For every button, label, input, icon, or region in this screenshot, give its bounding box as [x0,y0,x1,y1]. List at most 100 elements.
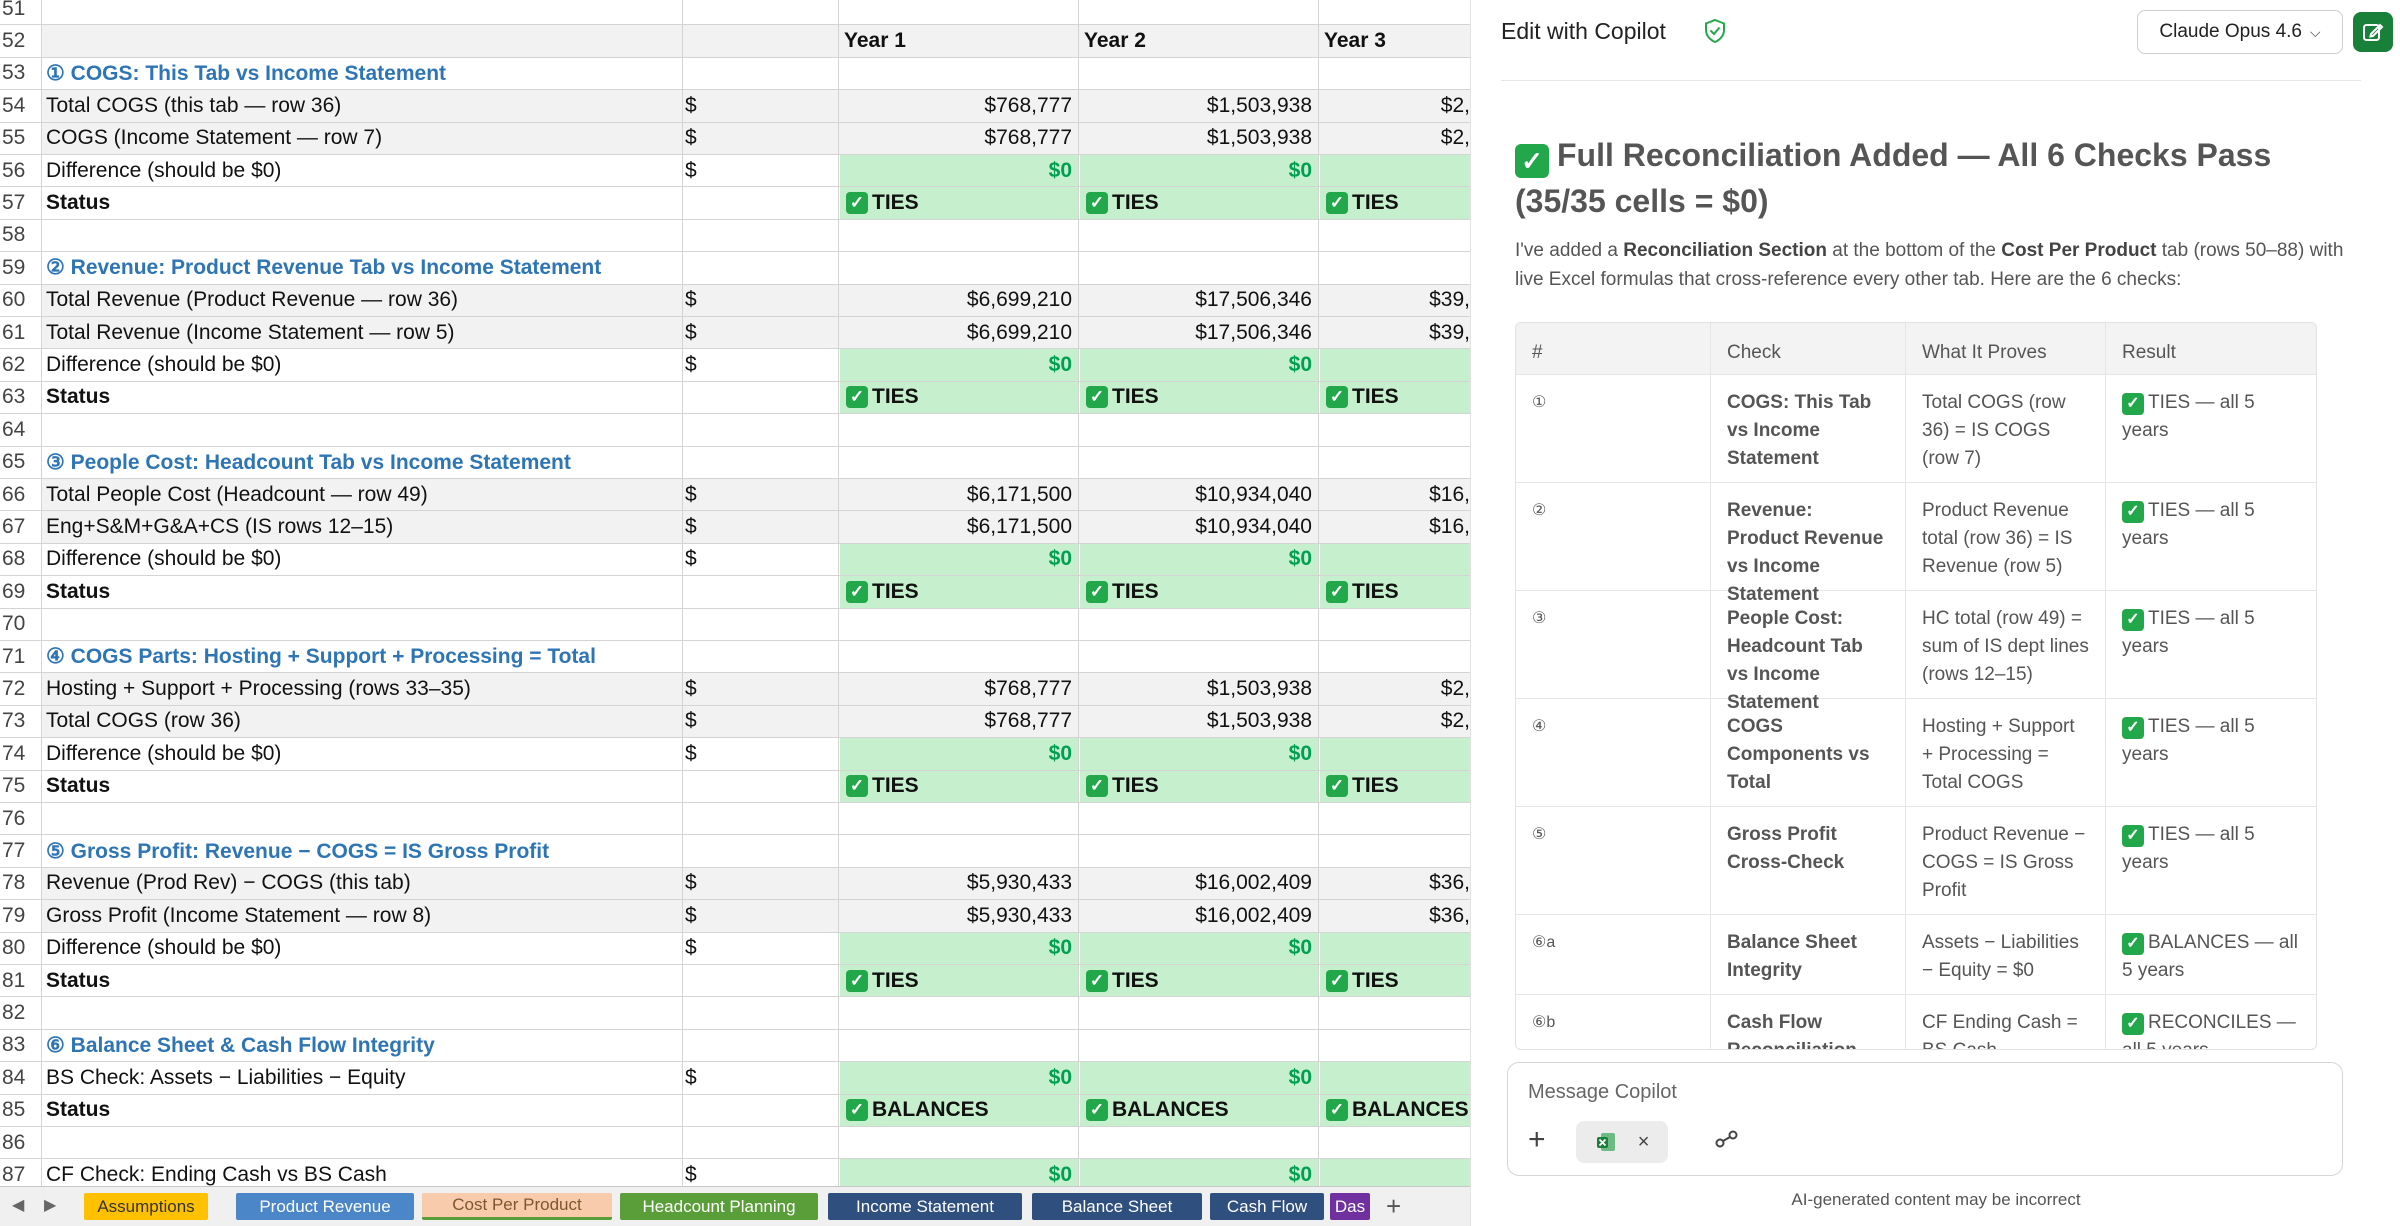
year-header[interactable]: Year 3 [1324,29,1386,53]
value-cell[interactable]: $36, [1429,903,1470,927]
sheet-tab[interactable]: Headcount Planning [620,1193,818,1220]
currency-symbol[interactable]: $ [685,871,697,895]
currency-symbol[interactable]: $ [685,903,697,927]
row-label[interactable]: Status [46,191,111,215]
status-cell[interactable]: ✓ TIES [840,381,1078,414]
status-cell[interactable]: ✓ BALANCES [840,1094,1078,1126]
row-number[interactable]: 84 [0,1062,42,1094]
row-number[interactable]: 70 [0,608,42,640]
currency-symbol[interactable]: $ [685,677,697,701]
value-cell[interactable]: $10,934,040 [1195,482,1312,506]
value-cell[interactable]: $39, [1429,320,1470,344]
value-cell[interactable]: $768,777 [984,93,1072,117]
currency-symbol[interactable]: $ [685,709,697,733]
value-cell[interactable]: $6,171,500 [966,482,1072,506]
currency-symbol[interactable]: $ [685,353,697,377]
value-cell[interactable]: $39, [1429,288,1470,312]
row-label[interactable]: Difference (should be $0) [46,158,282,182]
value-cell[interactable]: $768,777 [984,126,1072,150]
value-cell[interactable]: $1,503,938 [1206,677,1312,701]
value-cell[interactable]: $36, [1429,871,1470,895]
value-cell[interactable]: $16, [1429,515,1470,539]
row-label[interactable]: Gross Profit (Income Statement — row 8) [46,903,432,927]
year-header[interactable]: Year 1 [844,29,906,53]
currency-symbol[interactable]: $ [685,1065,697,1089]
row-label[interactable]: Status [46,774,111,798]
value-cell[interactable] [1320,349,1470,381]
value-cell[interactable]: $0 [840,1062,1078,1094]
add-sheet-button[interactable]: + [1386,1191,1402,1221]
currency-symbol[interactable]: $ [685,482,697,506]
row-number[interactable]: 74 [0,738,42,770]
value-cell[interactable]: $5,930,433 [966,871,1072,895]
row-number[interactable]: 79 [0,900,42,932]
row-number[interactable]: 71 [0,641,42,673]
row-label[interactable]: ② Revenue: Product Revenue Tab vs Income… [46,256,602,280]
currency-symbol[interactable]: $ [685,547,697,571]
row-label[interactable]: Total COGS (this tab — row 36) [46,93,342,117]
value-cell[interactable]: $1,503,938 [1206,126,1312,150]
tab-scroll-left-icon[interactable]: ◀ [12,1197,25,1214]
row-number[interactable]: 57 [0,187,42,219]
sheet-tab[interactable]: Balance Sheet [1032,1193,1202,1220]
year-header[interactable]: Year 2 [1084,29,1146,53]
row-label[interactable]: CF Check: Ending Cash vs BS Cash [46,1163,387,1186]
value-cell[interactable]: $6,699,210 [966,320,1072,344]
value-cell[interactable]: $2, [1440,126,1470,150]
value-cell[interactable]: $16, [1429,482,1470,506]
row-number[interactable]: 61 [0,317,42,349]
status-cell[interactable]: ✓ TIES [840,770,1078,802]
row-label[interactable]: ⑥ Balance Sheet & Cash Flow Integrity [46,1033,435,1057]
row-label[interactable]: Status [46,968,111,992]
row-number[interactable]: 87 [0,1159,42,1186]
row-label[interactable]: Total Revenue (Product Revenue — row 36) [46,288,459,312]
status-cell[interactable]: ✓ TIES [1080,381,1318,414]
value-cell[interactable]: $0 [840,932,1078,964]
value-cell[interactable] [1320,1159,1470,1186]
sheet-tab[interactable]: Product Revenue [236,1193,414,1220]
row-number[interactable]: 77 [0,835,42,867]
value-cell[interactable] [1320,155,1470,187]
tab-scroll-right-icon[interactable]: ▶ [44,1197,57,1214]
row-number[interactable]: 69 [0,576,42,608]
value-cell[interactable]: $16,002,409 [1195,903,1312,927]
row-label[interactable]: Hosting + Support + Processing (rows 33–… [46,677,471,701]
message-input[interactable] [1528,1077,2308,1107]
value-cell[interactable]: $0 [1080,349,1318,381]
row-label[interactable]: Status [46,385,111,409]
value-cell[interactable]: $5,930,433 [966,903,1072,927]
row-number[interactable]: 63 [0,381,42,414]
status-cell[interactable]: ✓ TIES [1320,381,1470,414]
value-cell[interactable]: $2, [1440,93,1470,117]
row-number[interactable]: 62 [0,349,42,381]
row-label[interactable]: Status [46,579,111,603]
value-cell[interactable]: $17,506,346 [1195,320,1312,344]
row-number[interactable]: 82 [0,997,42,1029]
value-cell[interactable]: $2, [1440,677,1470,701]
attachment-chip[interactable]: × [1576,1121,1668,1163]
row-number[interactable]: 60 [0,284,42,316]
row-number[interactable]: 52 [0,25,42,57]
value-cell[interactable] [1320,543,1470,576]
row-number[interactable]: 72 [0,673,42,705]
row-number[interactable]: 83 [0,1029,42,1062]
row-label[interactable]: COGS (Income Statement — row 7) [46,126,383,150]
row-number[interactable]: 81 [0,965,42,997]
sheet-tab[interactable]: Cash Flow [1210,1193,1324,1220]
row-number[interactable]: 80 [0,932,42,964]
status-cell[interactable]: ✓ TIES [1320,770,1470,802]
value-cell[interactable]: $0 [1080,738,1318,770]
status-cell[interactable]: ✓ TIES [1320,187,1470,219]
status-cell[interactable]: ✓ TIES [1080,576,1318,608]
value-cell[interactable]: $768,777 [984,709,1072,733]
row-number[interactable]: 54 [0,90,42,122]
row-number[interactable]: 85 [0,1094,42,1126]
row-number[interactable]: 68 [0,543,42,576]
currency-symbol[interactable]: $ [685,320,697,344]
row-label[interactable]: Total Revenue (Income Statement — row 5) [46,320,455,344]
row-number[interactable]: 56 [0,155,42,187]
value-cell[interactable]: $0 [1080,543,1318,576]
status-cell[interactable]: ✓ BALANCES [1320,1094,1470,1126]
value-cell[interactable] [1320,932,1470,964]
row-number[interactable]: 76 [0,803,42,835]
